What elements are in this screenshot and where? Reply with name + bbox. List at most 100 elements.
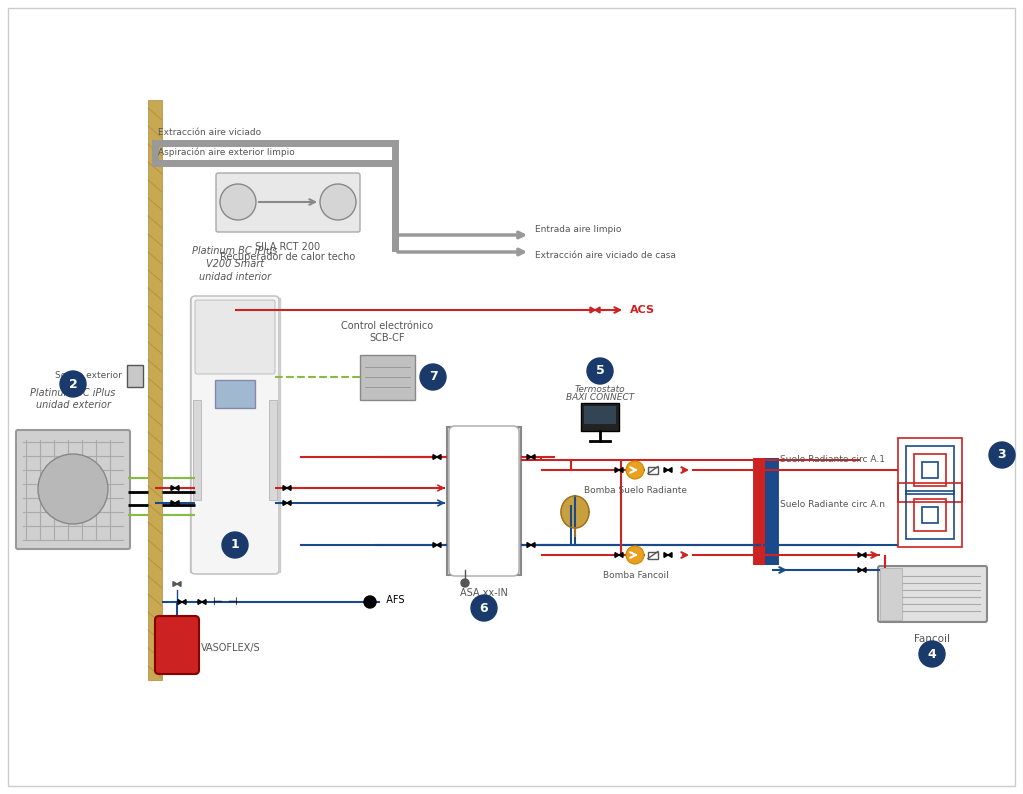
Text: Sonda exterior: Sonda exterior: [55, 372, 122, 380]
Text: ACS: ACS: [630, 305, 655, 315]
Polygon shape: [527, 455, 531, 460]
Polygon shape: [615, 468, 619, 472]
Text: Recuperador de calor techo: Recuperador de calor techo: [220, 252, 356, 262]
Text: Platinum BC iPlus
unidad exterior: Platinum BC iPlus unidad exterior: [31, 388, 116, 410]
Polygon shape: [619, 553, 623, 557]
Polygon shape: [173, 581, 177, 587]
FancyBboxPatch shape: [449, 426, 519, 576]
Polygon shape: [590, 307, 595, 313]
Polygon shape: [561, 496, 589, 528]
Text: 5: 5: [595, 364, 605, 377]
Circle shape: [222, 532, 248, 558]
Circle shape: [471, 595, 497, 621]
Bar: [269, 400, 277, 500]
Bar: [581, 403, 619, 431]
Polygon shape: [433, 542, 437, 547]
Polygon shape: [527, 542, 531, 547]
Polygon shape: [437, 542, 441, 547]
Polygon shape: [177, 581, 181, 587]
Bar: [922, 462, 938, 478]
Text: 7: 7: [429, 371, 438, 384]
Polygon shape: [171, 486, 175, 491]
Circle shape: [220, 184, 256, 220]
Text: Extracción aire viciado de casa: Extracción aire viciado de casa: [535, 250, 676, 260]
FancyBboxPatch shape: [191, 296, 279, 574]
Text: Entrada aire limpio: Entrada aire limpio: [535, 225, 621, 234]
Text: Extracción aire viciado: Extracción aire viciado: [158, 128, 261, 137]
Text: ⊢: ⊢: [212, 597, 222, 607]
Polygon shape: [862, 553, 866, 557]
Circle shape: [461, 579, 469, 587]
Text: ⊣: ⊣: [227, 597, 237, 607]
Circle shape: [989, 442, 1015, 468]
Bar: [190, 298, 280, 572]
Polygon shape: [664, 553, 668, 557]
Polygon shape: [198, 599, 202, 604]
Text: Suelo Radiante circ A.n: Suelo Radiante circ A.n: [780, 500, 885, 509]
Bar: [447, 427, 521, 575]
Polygon shape: [202, 599, 206, 604]
FancyBboxPatch shape: [878, 566, 987, 622]
Text: BAXI CONNECT: BAXI CONNECT: [566, 393, 634, 402]
Bar: [914, 499, 946, 531]
Polygon shape: [531, 455, 535, 460]
Circle shape: [38, 454, 108, 524]
Text: Platinum BC iPlus
V200 Smart
unidad interior: Platinum BC iPlus V200 Smart unidad inte…: [192, 245, 277, 282]
Polygon shape: [182, 599, 186, 604]
Polygon shape: [531, 542, 535, 547]
Bar: [922, 507, 938, 523]
Bar: [906, 446, 954, 494]
Text: 3: 3: [997, 449, 1007, 461]
Text: Termostato: Termostato: [575, 385, 625, 394]
Polygon shape: [175, 500, 179, 506]
Text: Suelo Radiante circ A.1: Suelo Radiante circ A.1: [780, 455, 885, 464]
Bar: [148, 100, 162, 680]
Circle shape: [364, 596, 376, 608]
Bar: [215, 380, 255, 408]
Polygon shape: [283, 486, 287, 491]
Text: SILA RCT 200: SILA RCT 200: [256, 242, 320, 252]
Text: Aspiración aire exterior limpio: Aspiración aire exterior limpio: [158, 148, 295, 157]
Text: Bomba Suelo Radiante: Bomba Suelo Radiante: [584, 486, 687, 495]
Polygon shape: [171, 500, 175, 506]
FancyBboxPatch shape: [16, 430, 130, 549]
Text: 2: 2: [69, 377, 78, 391]
Polygon shape: [862, 568, 866, 572]
Bar: [914, 454, 946, 486]
Polygon shape: [433, 455, 437, 460]
Polygon shape: [178, 599, 182, 604]
Polygon shape: [619, 468, 623, 472]
Polygon shape: [595, 307, 601, 313]
Text: 4: 4: [928, 647, 936, 661]
Polygon shape: [287, 486, 291, 491]
Polygon shape: [615, 553, 619, 557]
Bar: [127, 365, 143, 387]
Polygon shape: [668, 553, 672, 557]
FancyBboxPatch shape: [195, 300, 275, 374]
Circle shape: [919, 641, 945, 667]
Bar: [193, 400, 201, 500]
Text: 6: 6: [480, 602, 488, 615]
Polygon shape: [664, 468, 668, 472]
Polygon shape: [858, 568, 862, 572]
Polygon shape: [858, 553, 862, 557]
Bar: [898, 483, 962, 547]
Text: ASA xx-IN: ASA xx-IN: [460, 588, 508, 598]
FancyBboxPatch shape: [155, 616, 199, 674]
Polygon shape: [668, 468, 672, 472]
Circle shape: [587, 358, 613, 384]
Bar: [360, 355, 415, 400]
Text: VASOFLEX/S: VASOFLEX/S: [201, 643, 261, 653]
Circle shape: [420, 364, 446, 390]
Circle shape: [60, 371, 86, 397]
Polygon shape: [283, 500, 287, 506]
Circle shape: [626, 546, 644, 564]
Bar: [880, 568, 902, 620]
Text: Fancoil: Fancoil: [914, 634, 950, 644]
Bar: [584, 406, 616, 424]
Polygon shape: [175, 486, 179, 491]
Circle shape: [626, 461, 644, 479]
Bar: [648, 467, 658, 473]
Polygon shape: [437, 455, 441, 460]
Bar: [648, 552, 658, 558]
